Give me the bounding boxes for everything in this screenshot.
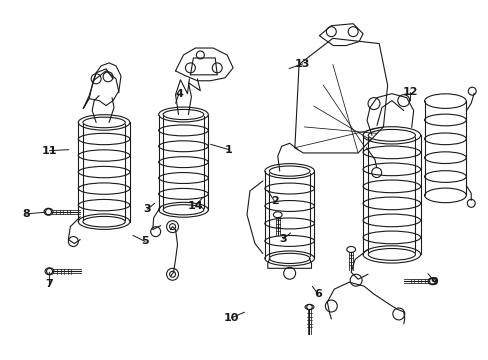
Text: 7: 7	[45, 279, 53, 289]
Ellipse shape	[45, 268, 54, 275]
Text: 6: 6	[314, 289, 322, 299]
Ellipse shape	[78, 214, 130, 229]
Ellipse shape	[264, 164, 314, 179]
Text: 9: 9	[430, 277, 438, 287]
Ellipse shape	[273, 212, 282, 218]
Text: 3: 3	[143, 204, 151, 214]
Ellipse shape	[78, 115, 130, 130]
Text: 3: 3	[279, 234, 286, 244]
Ellipse shape	[427, 278, 436, 285]
Ellipse shape	[362, 246, 420, 263]
Text: 4: 4	[175, 89, 183, 99]
Text: 11: 11	[41, 146, 57, 156]
Ellipse shape	[305, 305, 313, 310]
Ellipse shape	[158, 107, 208, 122]
Text: 13: 13	[294, 59, 310, 69]
Ellipse shape	[44, 208, 53, 215]
Text: 8: 8	[22, 209, 30, 219]
Ellipse shape	[158, 202, 208, 217]
Ellipse shape	[346, 247, 355, 252]
Text: 1: 1	[224, 145, 232, 155]
Text: 10: 10	[223, 313, 239, 323]
Ellipse shape	[424, 94, 466, 108]
Ellipse shape	[362, 127, 420, 144]
Text: 14: 14	[187, 201, 203, 211]
Text: 5: 5	[141, 237, 148, 247]
Ellipse shape	[264, 251, 314, 266]
Text: 12: 12	[402, 87, 417, 98]
Text: 2: 2	[270, 197, 278, 206]
Ellipse shape	[424, 188, 466, 203]
